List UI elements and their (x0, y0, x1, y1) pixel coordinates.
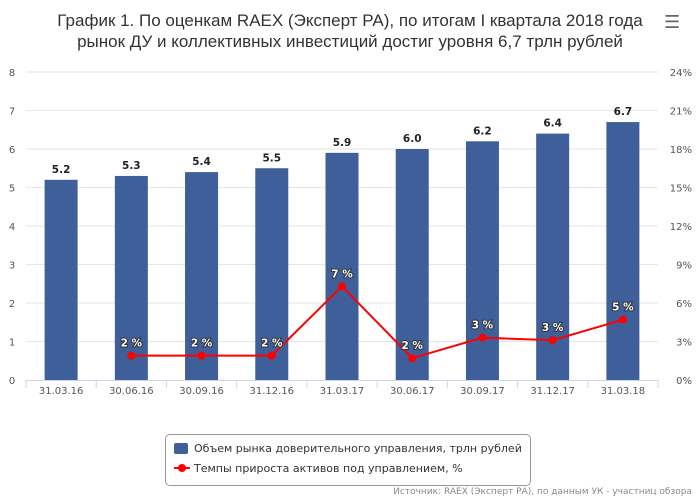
chart-title: График 1. По оценкам RAEX (Эксперт РА), … (57, 11, 643, 51)
line-point (197, 351, 206, 360)
right-axis-tick: 3% (676, 338, 692, 349)
left-axis-tick: 7 (9, 107, 15, 118)
line-data-label: 2 % (191, 338, 213, 350)
bar-data-label: 5.3 (122, 160, 141, 172)
right-axis-tick: 18% (670, 145, 692, 156)
legend-label: Темпы прироста активов под управлением, … (194, 462, 463, 475)
line-data-label: 2 % (401, 340, 423, 352)
source-note: Источник: RAEX (Эксперт РА), по данным У… (393, 487, 692, 497)
legend-item-bar[interactable]: Объем рынка доверительного управления, т… (174, 442, 522, 455)
legend-bar-swatch-icon (174, 443, 188, 454)
left-axis-tick: 5 (9, 184, 15, 195)
x-axis-label: 30.06.16 (109, 386, 154, 397)
line-data-label: 3 % (542, 322, 564, 334)
x-axis-label: 31.12.16 (250, 386, 295, 397)
right-axis-tick: 15% (670, 184, 692, 195)
legend-item-line[interactable]: Темпы прироста активов под управлением, … (174, 462, 463, 475)
right-axis-tick: 9% (676, 261, 692, 272)
x-axis-label: 30.09.16 (179, 386, 224, 397)
right-axis-tick: 24% (670, 68, 692, 79)
line-series (131, 284, 624, 360)
line-point (548, 336, 557, 345)
left-axis-tick: 3 (9, 261, 15, 272)
bar (395, 149, 429, 380)
line-data-label: 2 % (261, 338, 283, 350)
x-axis-label: 31.03.18 (601, 386, 646, 397)
line-data-label: 7 % (331, 268, 353, 280)
x-axis-label: 31.12.17 (530, 386, 575, 397)
bar-data-label: 5.5 (262, 152, 281, 164)
left-axis-tick: 1 (9, 338, 15, 349)
left-axis-tick: 6 (9, 145, 15, 156)
bar-data-label: 5.2 (52, 164, 71, 176)
left-axis-tick: 0 (9, 376, 15, 387)
bar-data-label: 6.2 (473, 125, 492, 137)
left-axis-tick: 8 (9, 68, 15, 79)
bar (185, 172, 219, 380)
legend: Объем рынка доверительного управления, т… (165, 434, 531, 486)
x-axis-label: 30.09.17 (460, 386, 505, 397)
bar (44, 179, 78, 380)
right-axis-tick: 0% (676, 376, 692, 387)
x-axis-label: 31.03.17 (320, 386, 365, 397)
left-axis-tick: 2 (9, 299, 15, 310)
bar (114, 175, 148, 380)
chart-plot: 0 1 2 3 4 5 6 7 8 0% 3% 6% 9% 12% 15% 18% 21% 24% 31.03.16… (9, 68, 692, 397)
line-point (478, 333, 487, 342)
bar (325, 152, 359, 380)
legend-line-marker-icon (174, 463, 190, 474)
line-point (408, 354, 417, 363)
x-axis-label: 31.03.16 (39, 386, 84, 397)
bar-data-label: 6.7 (614, 106, 633, 118)
bar-data-label: 6.4 (543, 118, 562, 130)
right-axis-tick: 6% (676, 299, 692, 310)
bar (606, 122, 640, 381)
line-point (267, 351, 276, 360)
line-point (618, 315, 627, 324)
line-point (127, 351, 136, 360)
hamburger-icon[interactable]: ☰ (664, 12, 681, 33)
line-data-label: 5 % (612, 302, 634, 314)
right-axis-tick: 21% (670, 107, 692, 118)
line-data-label: 2 % (121, 338, 143, 350)
right-axis-tick: 12% (670, 222, 692, 233)
x-axis-label: 30.06.17 (390, 386, 435, 397)
legend-label: Объем рынка доверительного управления, т… (194, 442, 522, 455)
bar-data-label: 6.0 (403, 133, 422, 145)
left-axis-tick: 4 (9, 222, 15, 233)
line-point (338, 282, 346, 291)
bar-data-label: 5.4 (192, 156, 211, 168)
bar-data-label: 5.9 (333, 137, 352, 149)
line-data-label: 3 % (472, 320, 494, 332)
bar (465, 141, 499, 380)
